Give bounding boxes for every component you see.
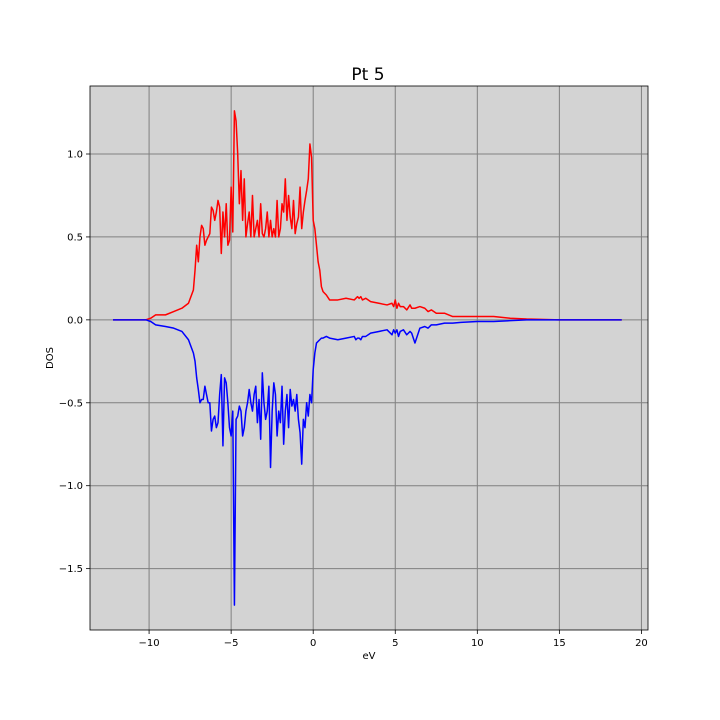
x-tick-label: 20 — [635, 638, 648, 649]
x-tick-label: 5 — [392, 638, 398, 649]
x-tick-label: 0 — [310, 638, 316, 649]
plot-frame — [89, 85, 649, 631]
y-tick-label: 0.5 — [67, 232, 83, 243]
x-tick-label: 10 — [471, 638, 484, 649]
series-line-1 — [112, 110, 622, 321]
x-tick-label: −10 — [139, 638, 160, 649]
y-tick-label: −1.5 — [59, 564, 83, 575]
axis-ticks: −10 −5 0 5 10 15 20 −1.5 −1.0 −0.5 0.0 0.5 1.0 — [59, 150, 648, 650]
chart-title: Pt 5 — [351, 65, 384, 85]
y-axis-label: DOS — [45, 347, 56, 369]
series-lines — [112, 110, 622, 606]
grid-lines — [90, 86, 648, 630]
y-tick-label: −1.0 — [59, 481, 83, 492]
y-tick-label: 1.0 — [67, 150, 83, 161]
series-line-2 — [112, 319, 622, 606]
x-tick-label: −5 — [224, 638, 239, 649]
plot-area — [90, 86, 648, 630]
y-tick-label: −0.5 — [59, 398, 83, 409]
x-tick-label: 15 — [553, 638, 566, 649]
x-axis-label: eV — [363, 651, 376, 662]
y-tick-label: 0.0 — [67, 315, 83, 326]
